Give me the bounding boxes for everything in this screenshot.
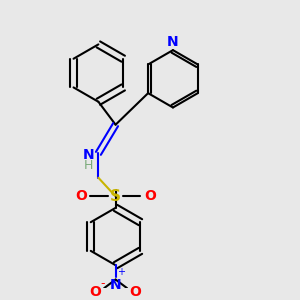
Text: H: H <box>84 159 93 172</box>
Text: S: S <box>110 189 121 204</box>
Text: N: N <box>82 148 94 162</box>
Text: O: O <box>130 285 142 299</box>
Text: O: O <box>90 285 101 299</box>
Text: O: O <box>144 189 156 203</box>
Text: +: + <box>117 266 125 277</box>
Text: O: O <box>75 189 87 203</box>
Text: -: - <box>100 277 105 290</box>
Text: N: N <box>167 35 179 49</box>
Text: N: N <box>110 278 122 292</box>
